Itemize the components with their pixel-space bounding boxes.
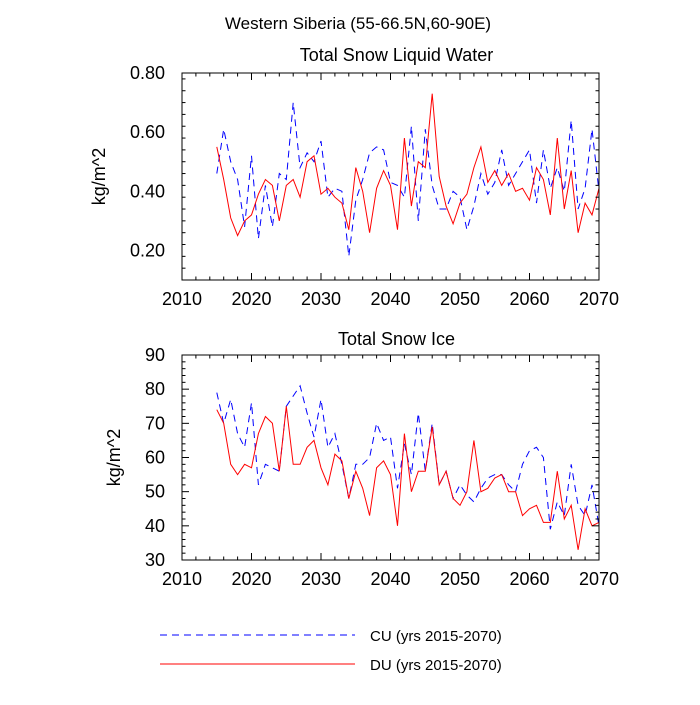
y-tick-label: 50 (145, 482, 165, 502)
y-tick-label: 0.60 (130, 122, 165, 142)
legend-label: DU (yrs 2015-2070) (370, 657, 502, 674)
figure-title: Western Siberia (55-66.5N,60-90E) (225, 14, 491, 33)
x-tick-label: 2050 (440, 569, 480, 589)
panel-title: Total Snow Ice (338, 329, 455, 349)
y-axis-label: kg/m^2 (89, 148, 109, 205)
x-tick-label: 2020 (231, 569, 271, 589)
legend-label: CU (yrs 2015-2070) (370, 628, 502, 645)
chart-panels: Total Snow Liquid Water kg/m^2 2010 2020 203… (89, 45, 619, 589)
y-tick-label: 30 (145, 550, 165, 570)
legend: CU (yrs 2015-2070) DU (yrs 2015-2070) (160, 628, 502, 674)
x-tick-label: 2070 (579, 289, 619, 309)
x-tick-label: 2010 (162, 289, 202, 309)
series-line-cu (216, 102, 599, 257)
x-tick-label: 2070 (579, 569, 619, 589)
x-tick-label: 2030 (301, 569, 341, 589)
y-tick-label: 90 (145, 345, 165, 365)
x-tick-label: 2060 (509, 289, 549, 309)
x-tick-label: 2050 (440, 289, 480, 309)
x-tick-label: 2020 (231, 289, 271, 309)
panel-title: Total Snow Liquid Water (300, 45, 493, 65)
panel-liquid-water: Total Snow Liquid Water kg/m^2 2010 2020 203… (89, 45, 619, 309)
panel-snow-ice: Total Snow Ice kg/m^2 2010 2020 2030 2040 2050… (104, 329, 619, 589)
y-tick-label: 70 (145, 413, 165, 433)
y-tick-label: 40 (145, 516, 165, 536)
x-tick-label: 2010 (162, 569, 202, 589)
series-line-du (216, 93, 599, 237)
series-line-du (216, 406, 599, 550)
series-line-cu (216, 384, 599, 530)
y-tick-label: 60 (145, 448, 165, 468)
plot-frame (181, 354, 600, 561)
y-tick-label: 0.20 (130, 240, 165, 260)
y-tick-label: 80 (145, 379, 165, 399)
plot-frame (181, 72, 600, 281)
x-tick-label: 2040 (370, 569, 410, 589)
x-tick-label: 2060 (509, 569, 549, 589)
y-axis-label: kg/m^2 (104, 429, 124, 486)
y-tick-label: 0.40 (130, 181, 165, 201)
x-tick-label: 2040 (370, 289, 410, 309)
x-tick-label: 2030 (301, 289, 341, 309)
y-tick-label: 0.80 (130, 63, 165, 83)
